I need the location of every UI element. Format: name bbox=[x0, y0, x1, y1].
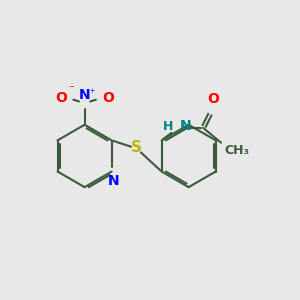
Text: $^+$: $^+$ bbox=[88, 88, 97, 98]
Text: N: N bbox=[108, 174, 120, 188]
Text: H: H bbox=[163, 120, 173, 133]
Text: O: O bbox=[55, 91, 67, 105]
Text: S: S bbox=[131, 140, 142, 155]
Text: $^-$: $^-$ bbox=[67, 84, 75, 94]
Text: N: N bbox=[179, 119, 191, 134]
Text: N: N bbox=[79, 88, 90, 102]
Text: O: O bbox=[102, 91, 114, 105]
Text: CH₃: CH₃ bbox=[224, 144, 249, 157]
Text: O: O bbox=[208, 92, 220, 106]
